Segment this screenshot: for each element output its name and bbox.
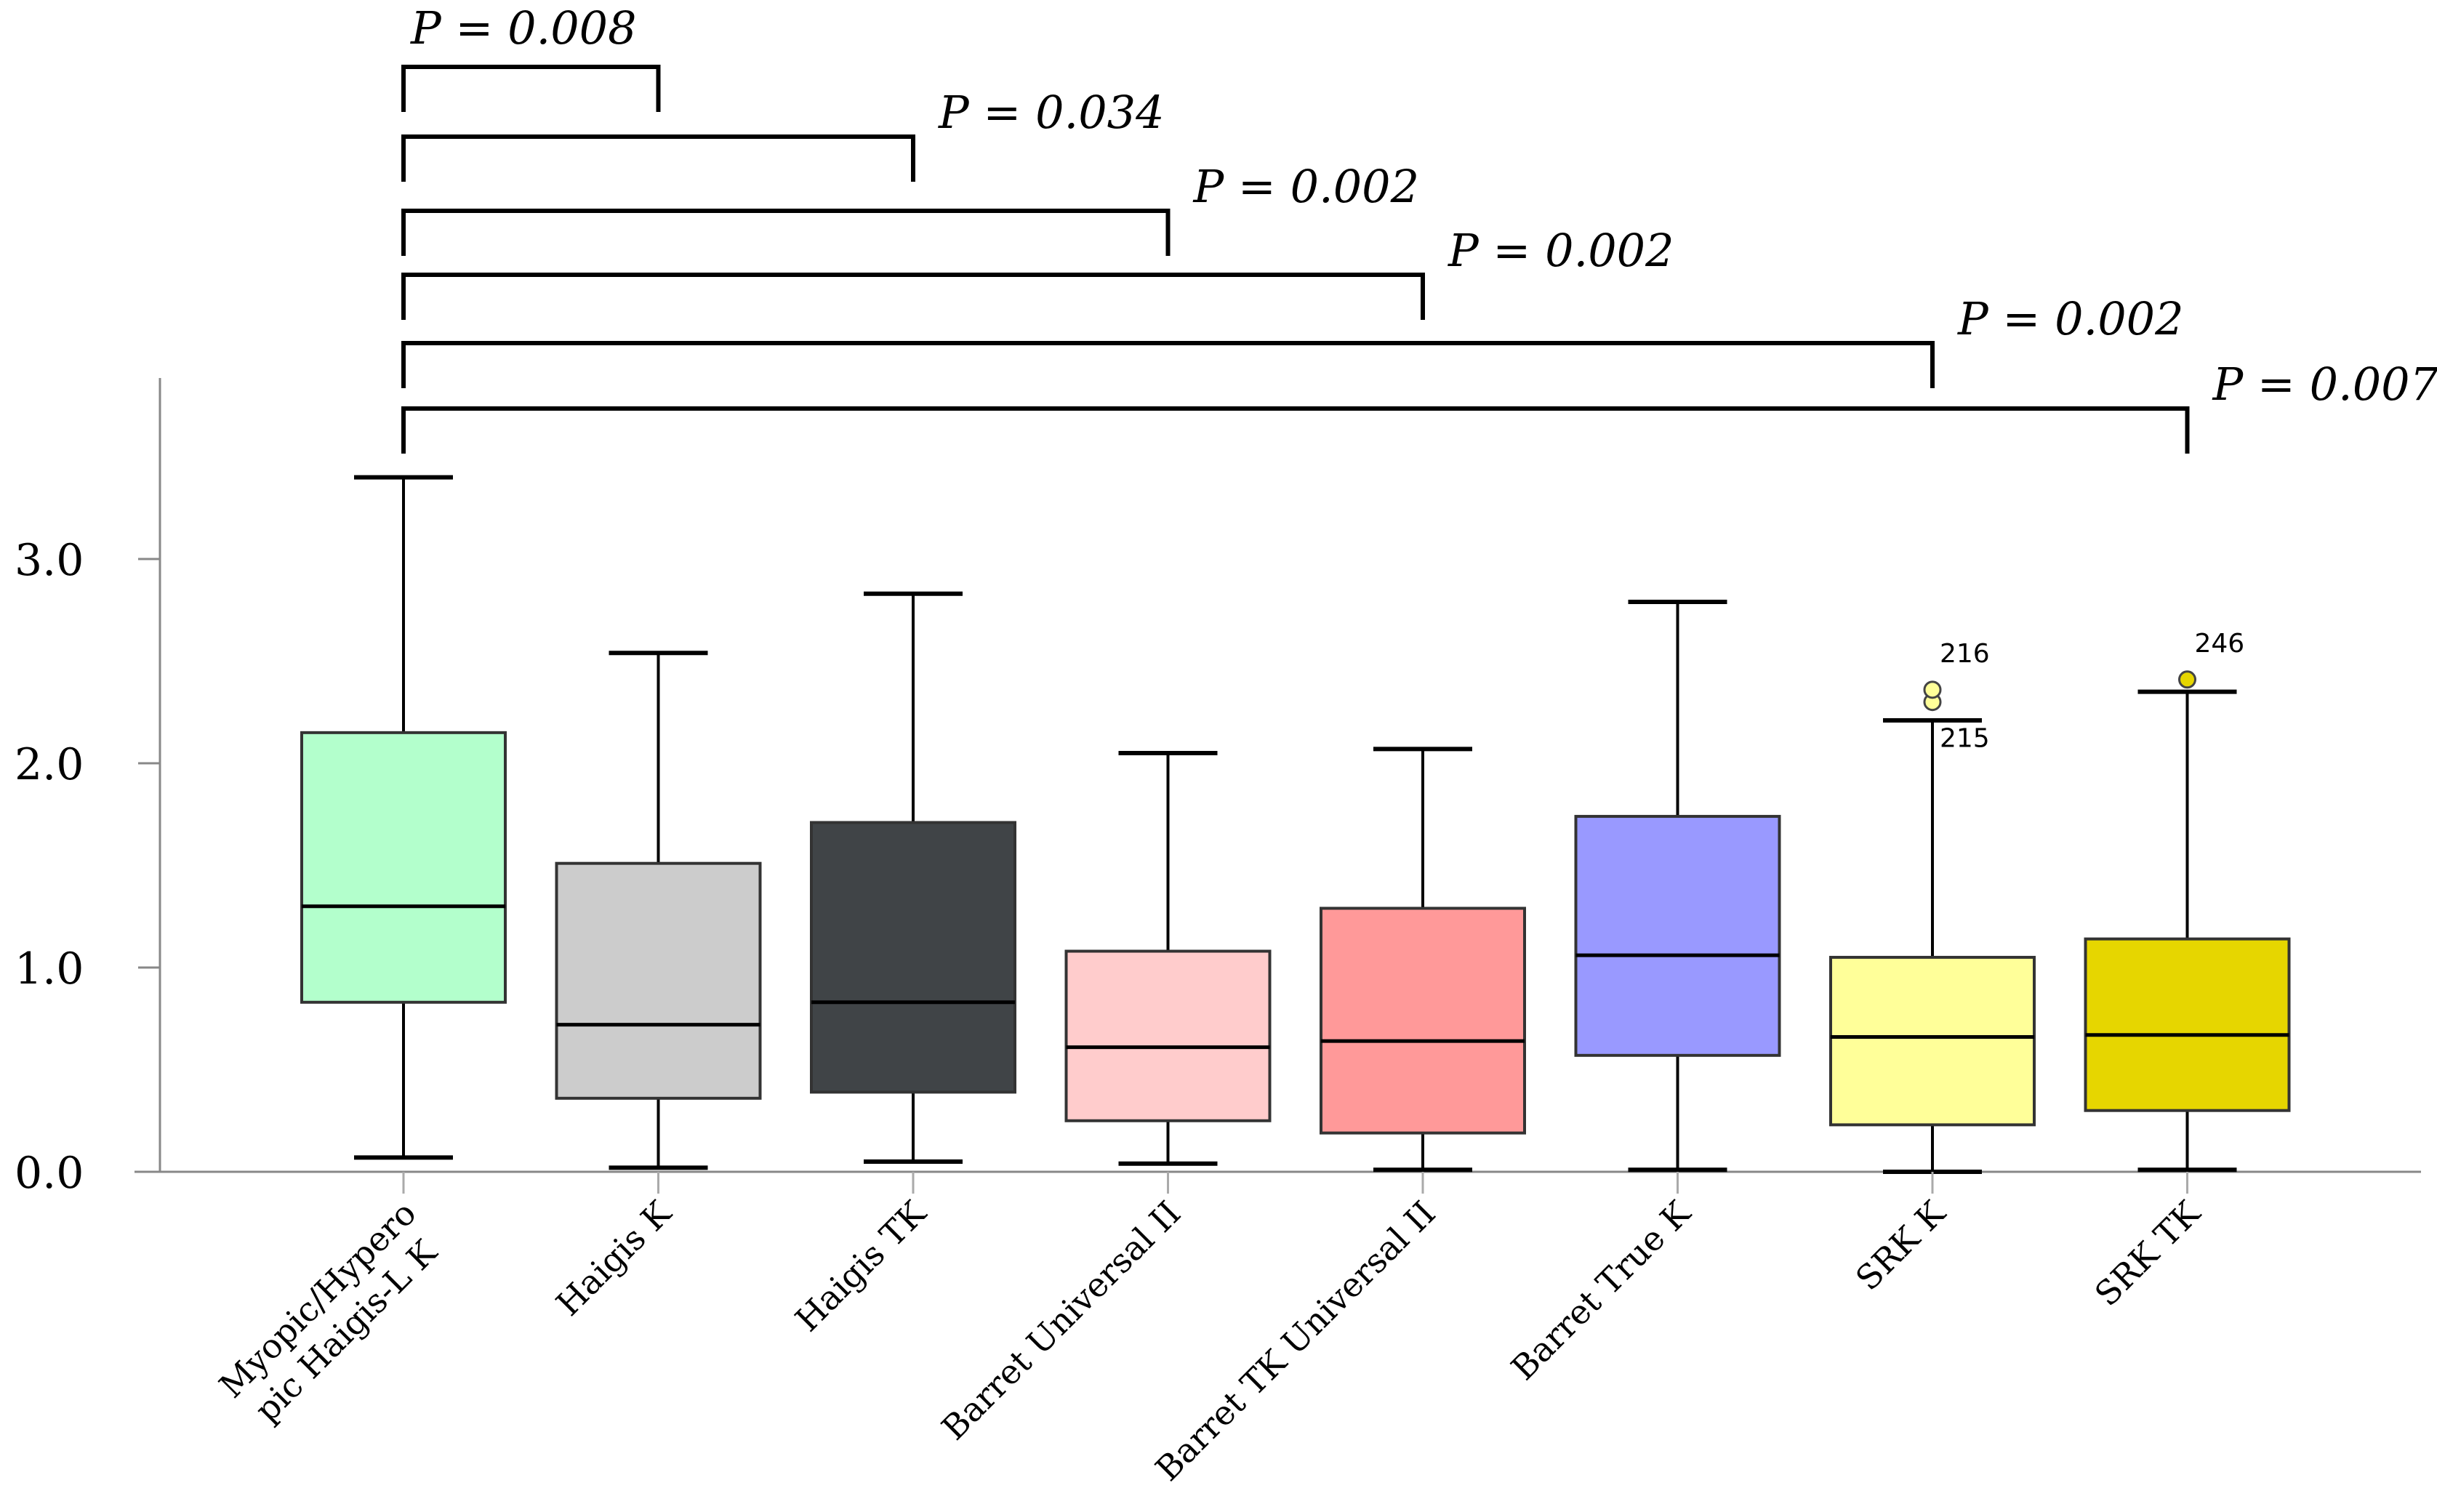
y-tick-label: 2.0 bbox=[15, 739, 84, 790]
box-group bbox=[555, 651, 762, 1194]
p-value-label: P = 0.002 bbox=[1448, 224, 1674, 277]
significance-bracket: P = 0.008 bbox=[401, 1, 661, 112]
y-tick-label: 1.0 bbox=[15, 944, 84, 994]
significance-bracket: P = 0.002 bbox=[401, 292, 2184, 388]
p-value-label: P = 0.002 bbox=[1193, 160, 1420, 213]
bracket-line bbox=[401, 65, 661, 112]
box bbox=[1829, 955, 2036, 1127]
category-label: Barret True K bbox=[1503, 1192, 1698, 1387]
bracket-line bbox=[401, 341, 1935, 388]
category-label: Myopic/Hyperopic Haigis-L K bbox=[212, 1194, 454, 1436]
box-group: 215 216 bbox=[1829, 639, 2036, 1194]
p-value-label: P = 0.034 bbox=[938, 86, 1165, 139]
outlier-label: 216 bbox=[1940, 639, 1990, 669]
category-labels: Myopic/Hyperopic Haigis-L K Haigis K Haigi… bbox=[212, 1192, 2208, 1488]
significance-bracket: P = 0.002 bbox=[401, 160, 1420, 256]
box bbox=[1574, 815, 1781, 1057]
y-tick-label: 3.0 bbox=[15, 535, 84, 586]
box-group bbox=[1064, 750, 1272, 1194]
box bbox=[300, 731, 507, 1004]
box-group bbox=[300, 475, 507, 1194]
category-label: SRK TK bbox=[2087, 1192, 2209, 1314]
outlier-point bbox=[2178, 670, 2196, 689]
bracket-line bbox=[401, 406, 2190, 454]
p-value-label: P = 0.008 bbox=[410, 1, 637, 55]
box-group bbox=[810, 591, 1016, 1194]
significance-brackets: P = 0.008 P = 0.034 P = 0.002 P = 0.002 P = … bbox=[401, 1, 2437, 454]
box-group bbox=[1320, 747, 1526, 1194]
p-value-label: P = 0.002 bbox=[1957, 292, 2184, 345]
outlier-label: 215 bbox=[1940, 724, 1990, 754]
boxes: 215 216 246 bbox=[300, 475, 2291, 1194]
box bbox=[1320, 906, 1526, 1135]
significance-bracket: P = 0.007 bbox=[401, 358, 2437, 454]
category-label: Haigis K bbox=[548, 1192, 679, 1323]
y-tick-label: 0.0 bbox=[15, 1148, 84, 1199]
outlier-point bbox=[1923, 680, 1942, 699]
significance-bracket: P = 0.002 bbox=[401, 224, 1674, 320]
box bbox=[1064, 949, 1272, 1122]
outlier-label: 246 bbox=[2195, 629, 2245, 659]
category-label: Barret TK Universal II bbox=[1148, 1194, 1443, 1489]
p-value-label: P = 0.007 bbox=[2212, 358, 2437, 411]
category-label: Barret Universal II bbox=[934, 1194, 1189, 1448]
bracket-line bbox=[401, 209, 1171, 256]
bracket-line bbox=[401, 273, 1425, 320]
box bbox=[555, 861, 762, 1100]
box bbox=[2084, 937, 2291, 1112]
bracket-line bbox=[401, 134, 915, 182]
box-group bbox=[1574, 600, 1781, 1194]
axes: 0.0 1.0 2.0 3.0 bbox=[15, 378, 2421, 1199]
significance-bracket: P = 0.034 bbox=[401, 86, 1165, 182]
category-label: SRK K bbox=[1848, 1192, 1954, 1298]
box bbox=[810, 821, 1016, 1094]
category-label: Haigis TK bbox=[787, 1192, 934, 1339]
box-group: 246 bbox=[2084, 629, 2291, 1194]
